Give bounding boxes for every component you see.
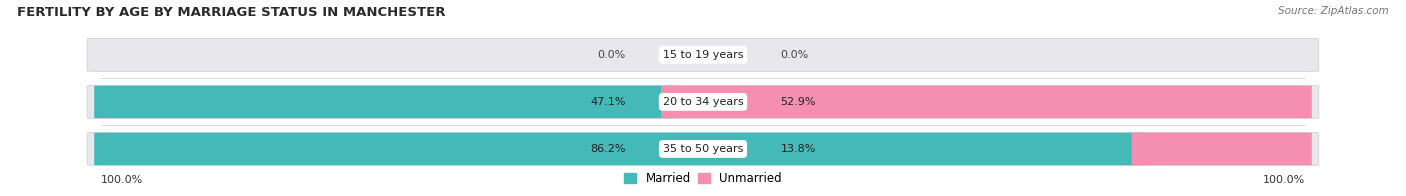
FancyBboxPatch shape bbox=[1132, 133, 1312, 165]
FancyBboxPatch shape bbox=[87, 38, 1319, 71]
Text: 100.0%: 100.0% bbox=[101, 175, 143, 185]
Text: 0.0%: 0.0% bbox=[598, 50, 626, 60]
Text: 100.0%: 100.0% bbox=[1263, 175, 1305, 185]
FancyBboxPatch shape bbox=[94, 133, 1146, 165]
Legend: Married, Unmarried: Married, Unmarried bbox=[620, 168, 786, 190]
Text: 52.9%: 52.9% bbox=[780, 97, 815, 107]
Text: 86.2%: 86.2% bbox=[591, 144, 626, 154]
Text: 15 to 19 years: 15 to 19 years bbox=[662, 50, 744, 60]
Text: 13.8%: 13.8% bbox=[780, 144, 815, 154]
FancyBboxPatch shape bbox=[87, 85, 1319, 118]
Text: 0.0%: 0.0% bbox=[780, 50, 808, 60]
FancyBboxPatch shape bbox=[94, 86, 675, 118]
Text: 47.1%: 47.1% bbox=[591, 97, 626, 107]
Text: FERTILITY BY AGE BY MARRIAGE STATUS IN MANCHESTER: FERTILITY BY AGE BY MARRIAGE STATUS IN M… bbox=[17, 6, 446, 19]
Text: Source: ZipAtlas.com: Source: ZipAtlas.com bbox=[1278, 6, 1389, 16]
Text: 35 to 50 years: 35 to 50 years bbox=[662, 144, 744, 154]
FancyBboxPatch shape bbox=[87, 132, 1319, 165]
FancyBboxPatch shape bbox=[661, 86, 1312, 118]
Text: 20 to 34 years: 20 to 34 years bbox=[662, 97, 744, 107]
